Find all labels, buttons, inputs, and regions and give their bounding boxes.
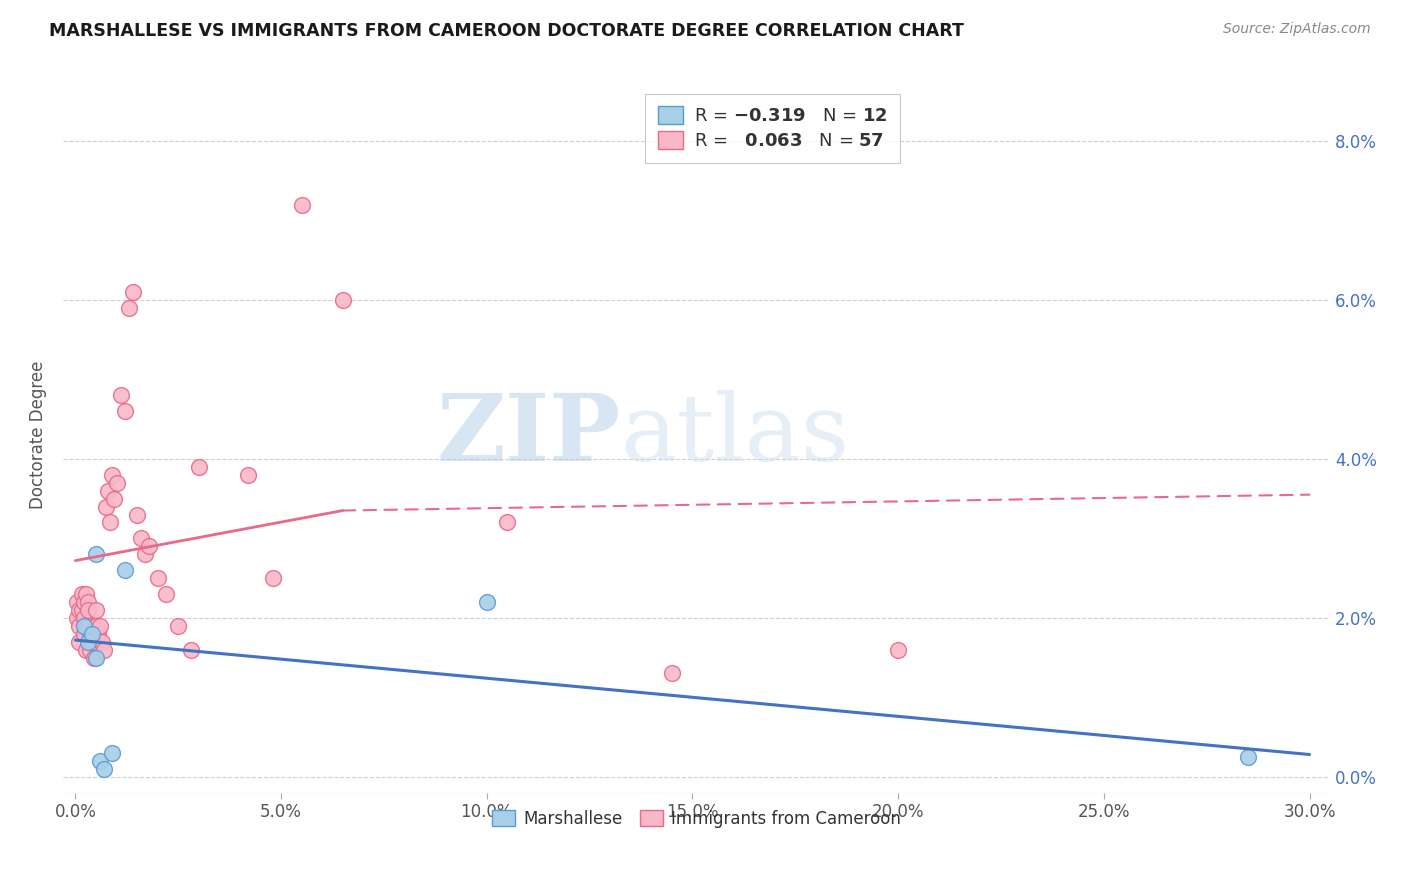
Point [69,634,91,648]
Point [138,539,160,553]
Point [105,475,128,490]
Point [70,603,93,617]
Point [87,626,110,640]
Point [70,587,93,601]
Point [887,642,910,657]
Point [110,388,132,402]
Point [101,467,124,482]
Text: ZIP: ZIP [436,390,620,480]
Point [1236,750,1258,764]
Point [66,595,89,609]
Point [84,619,107,633]
Point [80,634,103,648]
Point [661,666,683,681]
Point [69,619,91,633]
Point [96,500,118,514]
Point [80,626,103,640]
Point [332,293,354,307]
Point [69,603,91,617]
Point [475,595,498,609]
Point [89,619,111,633]
Point [101,746,124,760]
Point [76,603,98,617]
Point [146,571,169,585]
Point [187,459,209,474]
Point [91,634,114,648]
Point [125,508,148,522]
Point [167,619,190,633]
Point [114,563,136,577]
Point [291,197,314,211]
Point [75,642,97,657]
Point [114,404,136,418]
Point [134,547,156,561]
Point [89,754,111,768]
Point [72,611,94,625]
Point [262,571,284,585]
Point [66,611,89,625]
Point [97,483,120,498]
Point [84,547,107,561]
Point [76,619,98,633]
Point [93,642,115,657]
Point [236,467,259,482]
Text: Source: ZipAtlas.com: Source: ZipAtlas.com [1223,22,1371,37]
Text: MARSHALLESE VS IMMIGRANTS FROM CAMEROON DOCTORATE DEGREE CORRELATION CHART: MARSHALLESE VS IMMIGRANTS FROM CAMEROON … [49,22,965,40]
Point [103,491,125,506]
Point [84,650,107,665]
Point [79,642,101,657]
Y-axis label: Doctorate Degree: Doctorate Degree [30,361,46,509]
Point [93,762,115,776]
Point [129,532,152,546]
Point [118,301,141,315]
Point [180,642,202,657]
Point [72,595,94,609]
Point [72,626,94,640]
Point [72,619,94,633]
Point [75,587,97,601]
Point [76,595,98,609]
Text: atlas: atlas [620,390,849,480]
Point [496,516,519,530]
Point [122,285,145,299]
Point [98,516,121,530]
Legend: Marshallese, Immigrants from Cameroon: Marshallese, Immigrants from Cameroon [485,803,908,834]
Point [84,603,107,617]
Point [155,587,177,601]
Point [79,626,101,640]
Point [76,634,98,648]
Point [83,650,105,665]
